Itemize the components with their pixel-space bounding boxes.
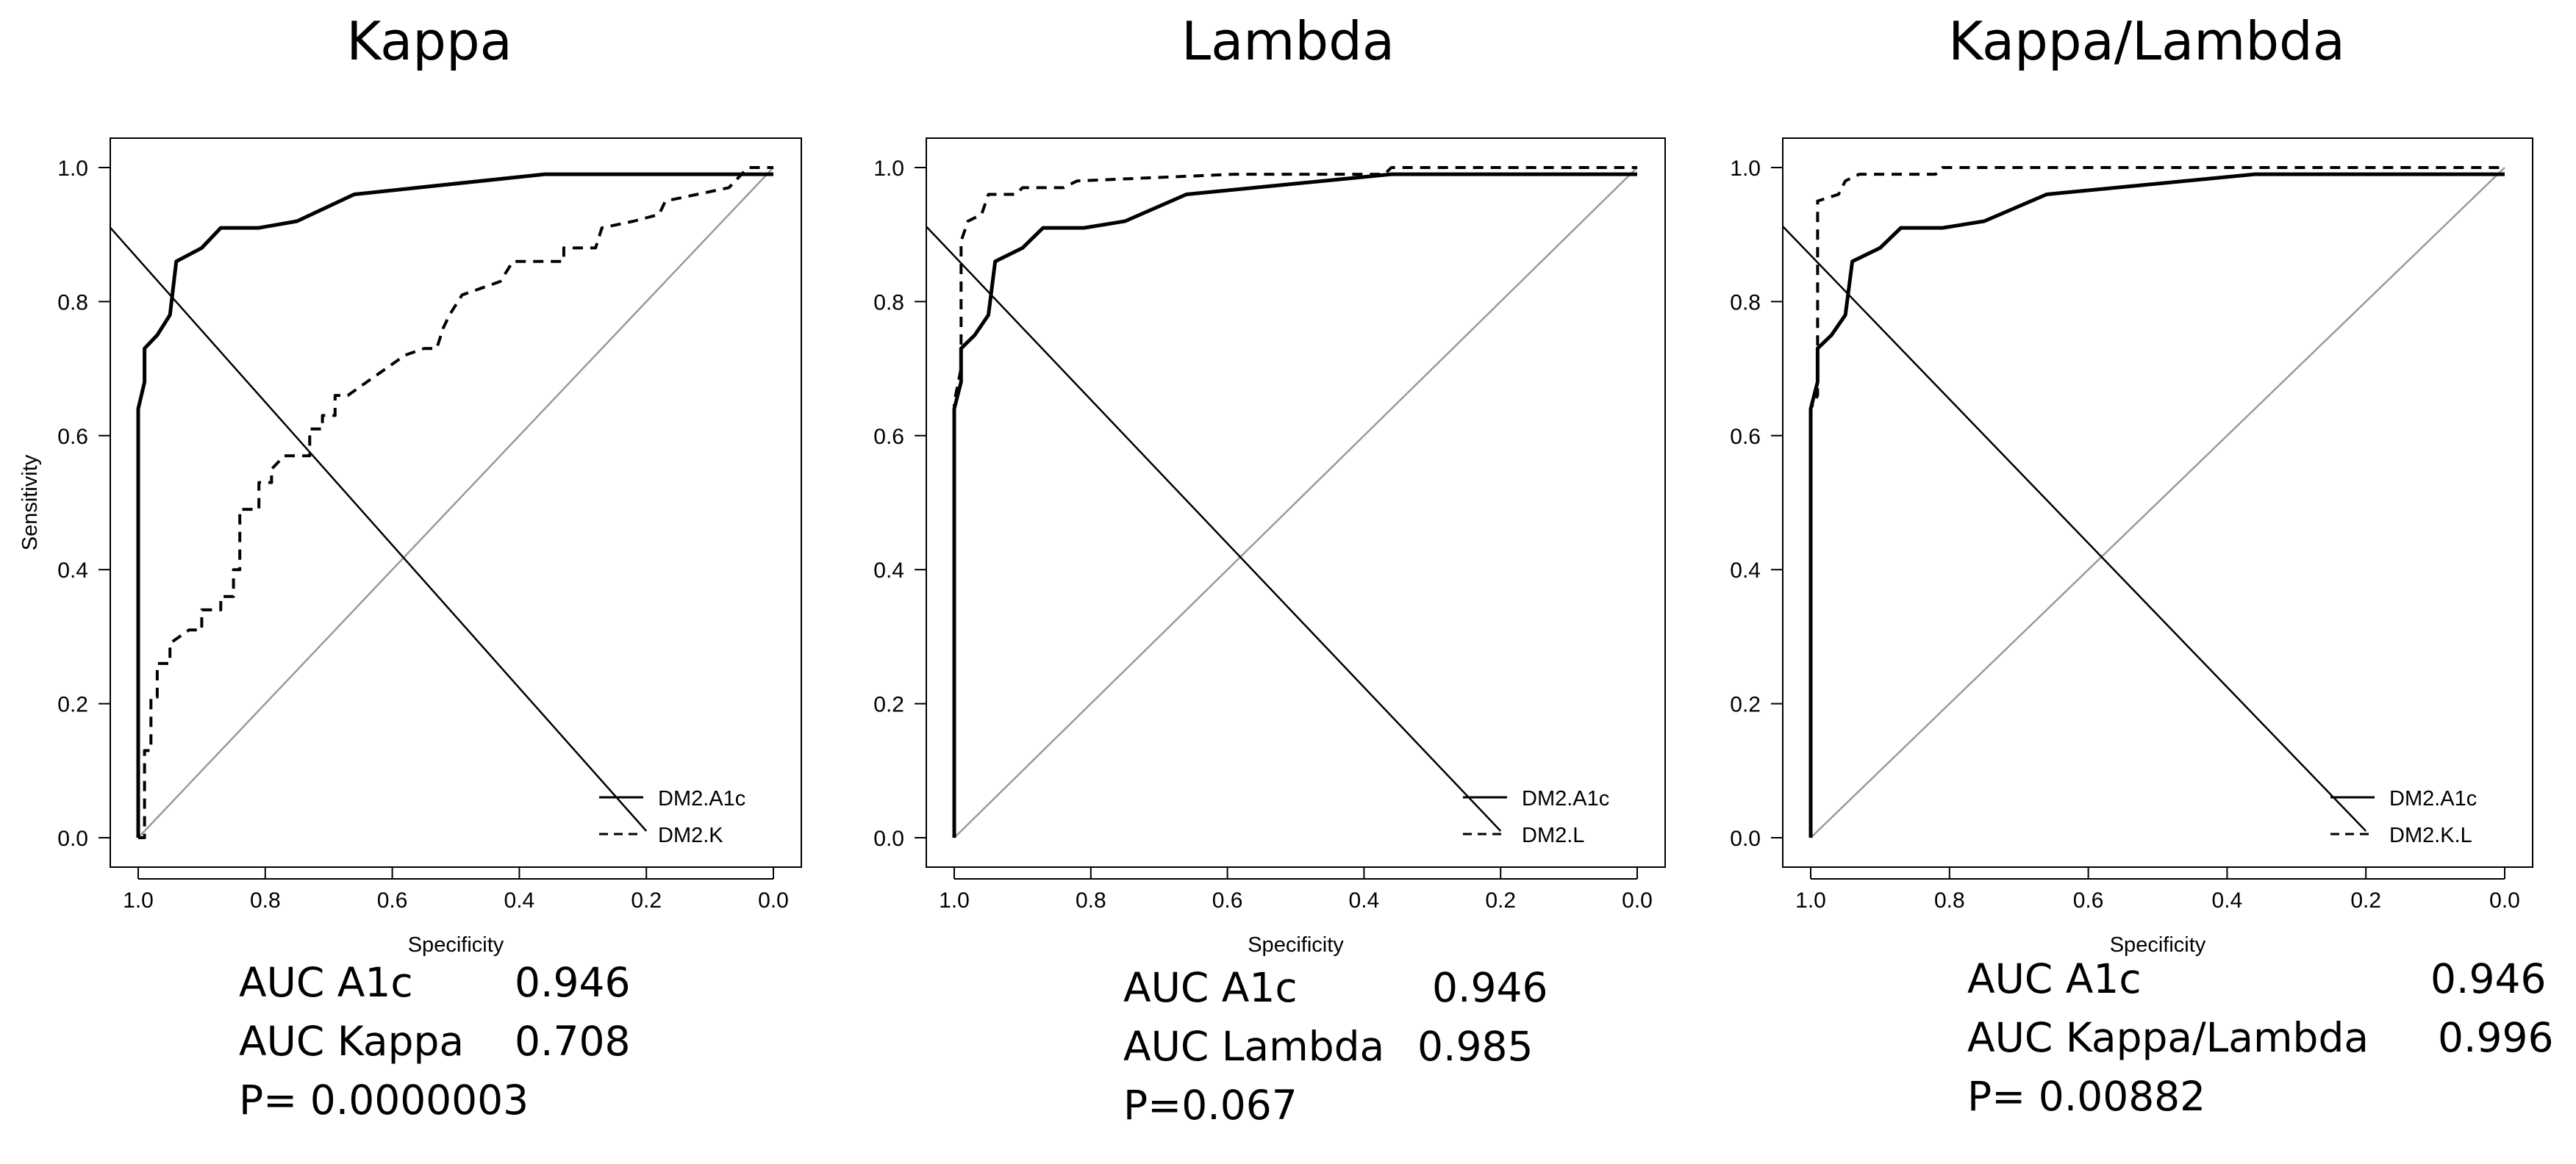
reference-diagonal <box>954 167 1638 838</box>
x-tick-label: 0.4 <box>504 888 535 913</box>
legend-label: DM2.A1c <box>658 787 745 811</box>
auxiliary-line <box>1783 225 2367 832</box>
y-tick-label: 0.8 <box>57 290 88 315</box>
auc-a1c-value: 0.946 <box>515 959 631 1006</box>
y-tick-label: 0.4 <box>57 558 88 583</box>
roc-curve-dm2-l <box>953 166 1637 838</box>
y-tick-label: 1.0 <box>57 157 88 181</box>
legend-label: DM2.K <box>658 824 723 847</box>
roc-curve-dm2-a1c <box>952 172 1637 838</box>
auc-other-label: AUC Kappa/Lambda <box>1967 1014 2369 1061</box>
y-tick-label: 0.6 <box>1730 425 1761 449</box>
legend-label: DM2.K.L <box>2389 824 2472 847</box>
roc-plot: 1.0 0.8 0.6 0.4 0.2 0.0 0.0 0.2 0.4 0.6 0.8 1.0 Spec… <box>18 137 802 957</box>
y-tick-label: 0.0 <box>1730 827 1761 851</box>
auc-other-label: AUC Lambda <box>1123 1023 1385 1070</box>
roc-plot: 1.0 0.8 0.6 0.4 0.2 0.0 0.0 0.2 0.4 0.6 0.8 1.0 Spec… <box>1730 137 2533 957</box>
y-tick-label: 0.2 <box>873 693 904 717</box>
auc-a1c-label: AUC A1c <box>1123 964 1298 1011</box>
y-tick-label: 1.0 <box>1730 157 1761 181</box>
x-tick-label: 0.8 <box>1076 888 1106 913</box>
y-tick-label: 0.4 <box>1730 558 1761 583</box>
x-tick-label: 0.0 <box>2489 888 2520 913</box>
x-tick-label: 0.2 <box>2350 888 2381 913</box>
x-tick-label: 0.8 <box>250 888 281 913</box>
y-axis-label: Sensitivity <box>18 454 42 550</box>
x-tick-label: 0.6 <box>377 888 408 913</box>
p-value: P=0.067 <box>1123 1082 1298 1129</box>
auc-other-value: 0.985 <box>1417 1023 1534 1070</box>
x-tick-label: 1.0 <box>939 888 970 913</box>
y-tick-label: 0.6 <box>57 425 88 449</box>
auxiliary-line <box>926 225 1502 832</box>
roc-panel-kappa: Kappa 1.0 0.8 0.6 0.4 0.2 0.0 0.0 0.2 0.4 0.6 0.8 1… <box>0 0 859 1164</box>
x-tick-label: 0.6 <box>2073 888 2104 913</box>
x-tick-label: 0.4 <box>2212 888 2243 913</box>
x-tick-label: 0.6 <box>1212 888 1243 913</box>
chart-title: Lambda <box>1181 10 1395 72</box>
x-tick-label: 0.0 <box>1622 888 1653 913</box>
y-tick-label: 0.2 <box>1730 693 1761 717</box>
x-tick-label: 0.2 <box>631 888 662 913</box>
y-tick-label: 0.0 <box>873 827 904 851</box>
reference-diagonal <box>137 167 774 838</box>
x-tick-label: 0.4 <box>1349 888 1380 913</box>
auc-a1c-label: AUC A1c <box>1967 955 2142 1002</box>
auc-a1c-value: 0.946 <box>2430 955 2547 1002</box>
auc-other-value: 0.996 <box>2438 1014 2554 1061</box>
chart-title: Kappa <box>346 10 512 72</box>
x-axis-label: Specificity <box>1248 933 1344 957</box>
y-tick-label: 0.8 <box>1730 290 1761 315</box>
auc-stats: AUC A1c 0.946 AUC Kappa 0.708 P= 0.0000003 <box>239 959 630 1135</box>
plot-frame <box>1782 137 2533 868</box>
roc-panel-kappa-lambda: Kappa/Lambda 1.0 0.8 0.6 0.4 0.2 0.0 0.0 0.2 0.4… <box>1717 0 2576 1164</box>
p-value: P= 0.0000003 <box>239 1077 529 1124</box>
auc-stats: AUC A1c 0.946 AUC Kappa/Lambda 0.996 P= 0.… <box>1967 955 2553 1132</box>
y-tick-label: 0.8 <box>873 290 904 315</box>
auc-other-label: AUC Kappa <box>239 1018 465 1065</box>
x-tick-label: 0.8 <box>1934 888 1965 913</box>
auc-a1c-label: AUC A1c <box>239 959 413 1006</box>
p-value: P= 0.00882 <box>1967 1073 2206 1120</box>
y-tick-label: 1.0 <box>873 157 904 181</box>
y-tick-label: 0.2 <box>57 693 88 717</box>
roc-curve-dm2-a1c <box>136 172 773 838</box>
auxiliary-line <box>110 226 648 832</box>
x-tick-label: 1.0 <box>1795 888 1826 913</box>
x-axis-label: Specificity <box>408 933 504 957</box>
plot-frame <box>110 137 802 868</box>
plot-frame <box>926 137 1666 868</box>
legend-label: DM2.A1c <box>1522 787 1609 811</box>
auc-a1c-value: 0.946 <box>1432 964 1548 1011</box>
reference-diagonal <box>1810 167 2505 838</box>
auc-stats: AUC A1c 0.946 AUC Lambda 0.985 P=0.067 <box>1123 964 1548 1140</box>
y-tick-label: 0.0 <box>57 827 88 851</box>
x-tick-label: 0.0 <box>758 888 789 913</box>
y-tick-label: 0.6 <box>873 425 904 449</box>
roc-panel-lambda: Lambda 1.0 0.8 0.6 0.4 0.2 0.0 0.0 0.2 0.4 0.6 0.8… <box>859 0 1717 1164</box>
auc-other-value: 0.708 <box>515 1018 631 1065</box>
x-axis-label: Specificity <box>2110 933 2206 957</box>
x-tick-label: 0.2 <box>1485 888 1516 913</box>
legend-label: DM2.L <box>1522 824 1584 847</box>
x-tick-label: 1.0 <box>123 888 154 913</box>
roc-plot: 1.0 0.8 0.6 0.4 0.2 0.0 0.0 0.2 0.4 0.6 0.8 1.0 Spec… <box>873 137 1666 957</box>
y-tick-label: 0.4 <box>873 558 904 583</box>
legend-label: DM2.A1c <box>2389 787 2477 811</box>
chart-title: Kappa/Lambda <box>1948 10 2345 72</box>
